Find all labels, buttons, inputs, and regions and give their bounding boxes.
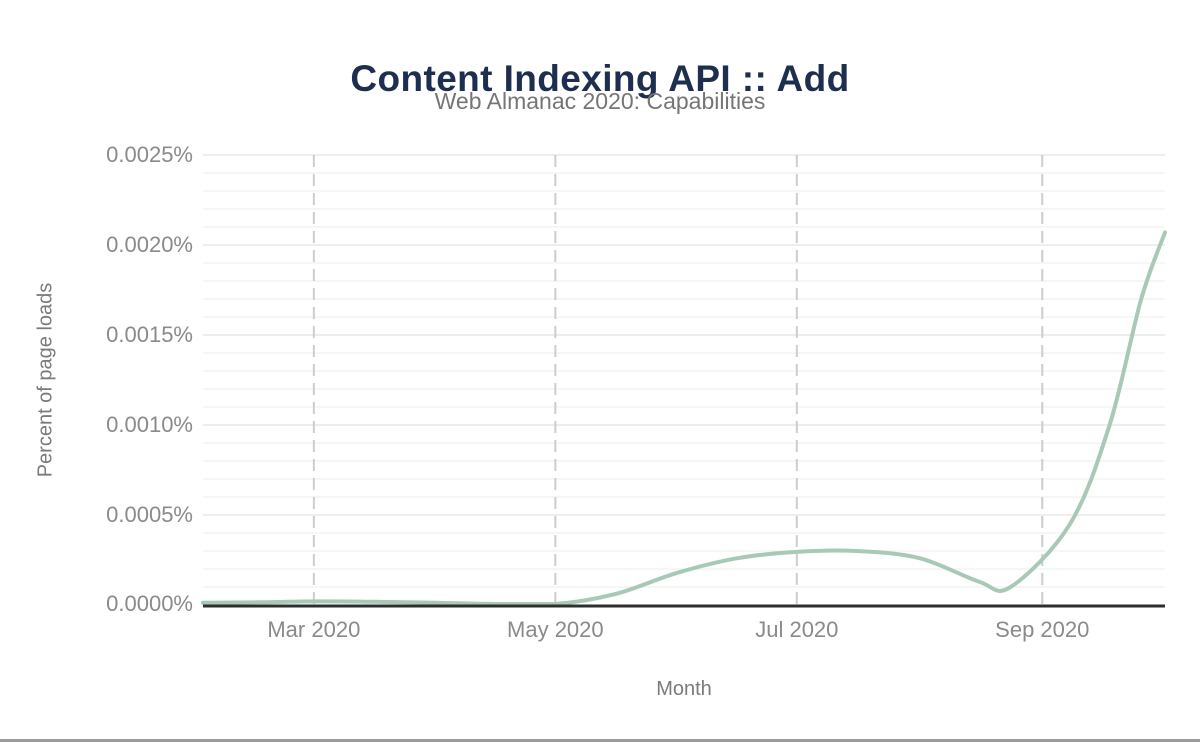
window-bottom-border bbox=[0, 739, 1200, 742]
y-tick-label: 0.0005% bbox=[106, 502, 193, 527]
x-tick-label: Sep 2020 bbox=[995, 617, 1090, 642]
y-tick-label: 0.0015% bbox=[106, 322, 193, 347]
chart-subtitle: Web Almanac 2020: Capabilities bbox=[434, 88, 766, 114]
x-tick-label: Jul 2020 bbox=[755, 617, 839, 642]
chart-title: Content Indexing API :: Add bbox=[350, 57, 850, 99]
y-tick-label: 0.0025% bbox=[106, 142, 193, 167]
series-line bbox=[201, 230, 1167, 606]
y-tick-label: 0.0000% bbox=[106, 591, 193, 616]
y-tick-label: 0.0020% bbox=[106, 232, 193, 257]
x-axis-title: Month bbox=[656, 678, 712, 700]
y-tick-label: 0.0010% bbox=[106, 412, 193, 437]
x-tick-label: Mar 2020 bbox=[267, 617, 361, 642]
y-axis-title: Percent of page loads bbox=[34, 282, 57, 478]
x-tick-label: May 2020 bbox=[507, 617, 604, 642]
